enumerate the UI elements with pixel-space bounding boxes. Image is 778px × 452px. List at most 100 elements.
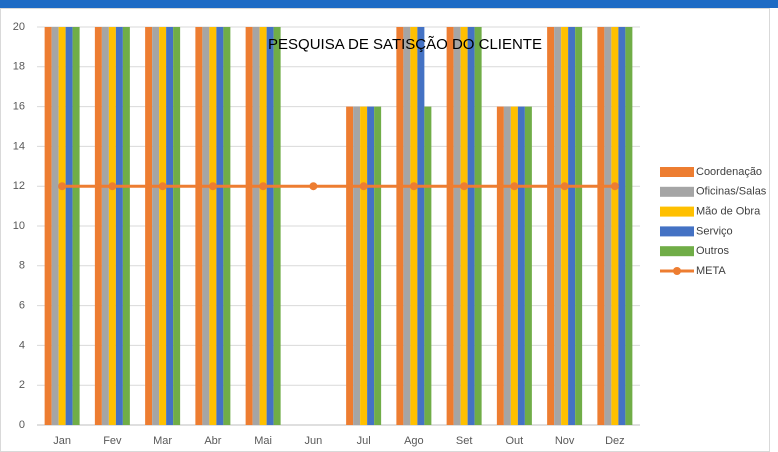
bar: [346, 106, 354, 425]
bar: [195, 27, 203, 425]
x-tick-label: Jan: [53, 435, 71, 447]
bar: [209, 27, 217, 425]
line-marker: [309, 182, 318, 191]
bar: [625, 27, 633, 425]
bar: [460, 27, 468, 425]
bar: [510, 106, 518, 425]
legend-label: Oficinas/Salas: [696, 186, 767, 198]
bar: [166, 27, 174, 425]
bar: [547, 27, 555, 425]
legend-label: Outros: [696, 245, 730, 257]
bar: [554, 27, 562, 425]
legend-swatch: [660, 186, 694, 197]
line-marker: [409, 182, 418, 191]
x-tick-label: Jul: [357, 435, 371, 447]
x-tick-label: Mai: [254, 435, 272, 447]
bar: [496, 106, 504, 425]
y-tick-label: 2: [19, 379, 25, 391]
x-tick-label: Mar: [153, 435, 172, 447]
bar: [115, 27, 123, 425]
bar: [360, 106, 368, 425]
bar: [202, 27, 210, 425]
bar: [618, 27, 626, 425]
bar: [353, 106, 361, 425]
bar: [517, 106, 525, 425]
y-tick-label: 18: [13, 61, 25, 73]
legend-swatch: [660, 167, 694, 177]
x-tick-label: Out: [506, 435, 524, 447]
bar: [417, 27, 425, 425]
legend-swatch: [673, 267, 681, 275]
x-tick-label: Ago: [404, 435, 424, 447]
bar: [524, 106, 532, 425]
y-tick-label: 14: [13, 140, 25, 152]
x-tick-label: Jun: [305, 435, 323, 447]
y-tick-label: 10: [13, 220, 25, 232]
bar: [173, 27, 181, 425]
bar: [410, 27, 418, 425]
y-tick-label: 16: [13, 101, 25, 113]
legend-swatch: [660, 226, 694, 237]
x-tick-label: Dez: [605, 435, 625, 447]
line-marker: [359, 182, 368, 191]
bar: [374, 106, 382, 425]
bar: [72, 27, 80, 425]
bar: [575, 27, 583, 425]
bar: [396, 27, 404, 425]
bar: [159, 27, 167, 425]
y-tick-label: 0: [19, 419, 25, 431]
bar: [245, 27, 253, 425]
legend-swatch: [660, 246, 694, 257]
legend-label: Mão de Obra: [696, 206, 761, 218]
y-tick-label: 6: [19, 300, 25, 312]
bar: [266, 27, 274, 425]
bar: [367, 106, 375, 425]
x-tick-label: Set: [456, 435, 473, 447]
bar: [44, 27, 52, 425]
bar: [101, 27, 109, 425]
bar: [94, 27, 102, 425]
legend-label: Coordenação: [696, 166, 762, 178]
bar: [145, 27, 153, 425]
bar: [216, 27, 224, 425]
line-marker: [158, 182, 167, 191]
y-tick-label: 12: [13, 180, 25, 192]
bar: [568, 27, 576, 425]
top-bar: [0, 0, 778, 8]
bar: [152, 27, 160, 425]
y-tick-label: 4: [19, 339, 25, 351]
bar: [108, 27, 116, 425]
legend-swatch: [660, 206, 694, 217]
line-marker: [560, 182, 569, 191]
bar: [604, 27, 612, 425]
y-tick-label: 20: [13, 21, 25, 33]
bar: [252, 27, 260, 425]
line-marker: [208, 182, 217, 191]
bar: [561, 27, 569, 425]
line-marker: [259, 182, 268, 191]
chart-title: PESQUISA DE SATISÇÃO DO CLIENTE: [268, 36, 542, 53]
y-tick-label: 8: [19, 260, 25, 272]
bar: [453, 27, 461, 425]
bar: [223, 27, 231, 425]
bar: [467, 27, 475, 425]
bar: [403, 27, 411, 425]
line-marker: [510, 182, 519, 191]
bar: [122, 27, 130, 425]
bar: [611, 27, 619, 425]
bar: [58, 27, 66, 425]
line-marker: [610, 182, 619, 191]
bar: [273, 27, 281, 425]
x-tick-label: Nov: [555, 435, 575, 447]
line-marker: [460, 182, 469, 191]
legend-label: Serviço: [696, 225, 733, 237]
bar: [597, 27, 605, 425]
line-marker: [58, 182, 67, 191]
bar: [51, 27, 59, 425]
x-tick-label: Abr: [204, 435, 221, 447]
bar: [446, 27, 454, 425]
legend-label: META: [696, 265, 726, 277]
x-tick-label: Fev: [103, 435, 122, 447]
